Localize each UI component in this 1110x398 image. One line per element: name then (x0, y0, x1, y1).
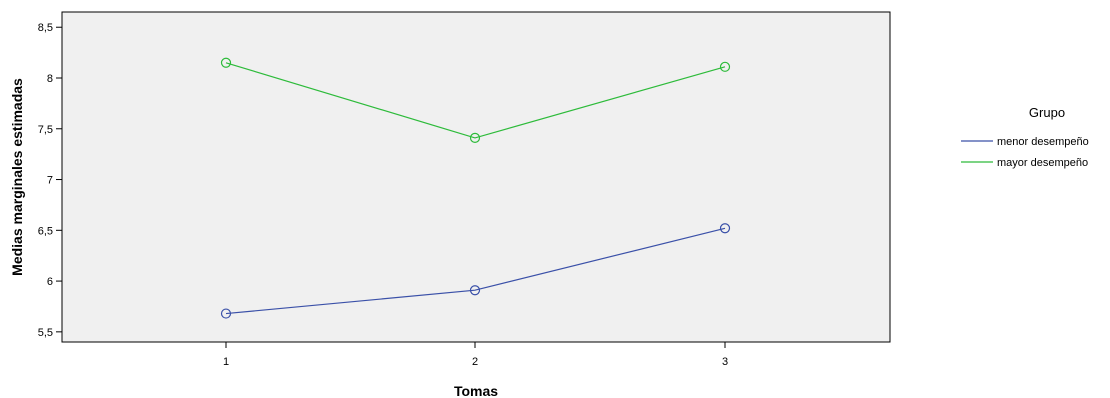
y-tick-label: 7 (47, 175, 53, 187)
y-tick-label: 6,5 (38, 225, 53, 237)
legend-title: Grupo (1029, 105, 1065, 120)
x-axis: 1 2 3 (223, 342, 728, 368)
plot-area (62, 12, 890, 342)
y-axis: 5,5 6 6,5 7 7,5 8 8,5 (38, 22, 62, 339)
x-tick-label: 2 (472, 356, 478, 368)
y-axis-title: Medias marginales estimadas (9, 78, 25, 276)
x-tick-label: 1 (223, 356, 229, 368)
y-tick-label: 8 (47, 73, 53, 85)
y-tick-label: 6 (47, 276, 53, 288)
x-axis-title: Tomas (454, 383, 498, 398)
legend-label: menor desempeño (997, 136, 1089, 148)
legend-items: menor desempeño mayor desempeño (961, 136, 1089, 169)
y-tick-label: 7,5 (38, 124, 53, 136)
x-tick-label: 3 (722, 356, 728, 368)
legend-item: menor desempeño (961, 136, 1089, 148)
legend-label: mayor desempeño (997, 157, 1088, 169)
legend: Grupo menor desempeño mayor desempeño (961, 105, 1089, 169)
y-tick-label: 5,5 (38, 327, 53, 339)
y-tick-label: 8,5 (38, 22, 53, 34)
legend-item: mayor desempeño (961, 157, 1088, 169)
